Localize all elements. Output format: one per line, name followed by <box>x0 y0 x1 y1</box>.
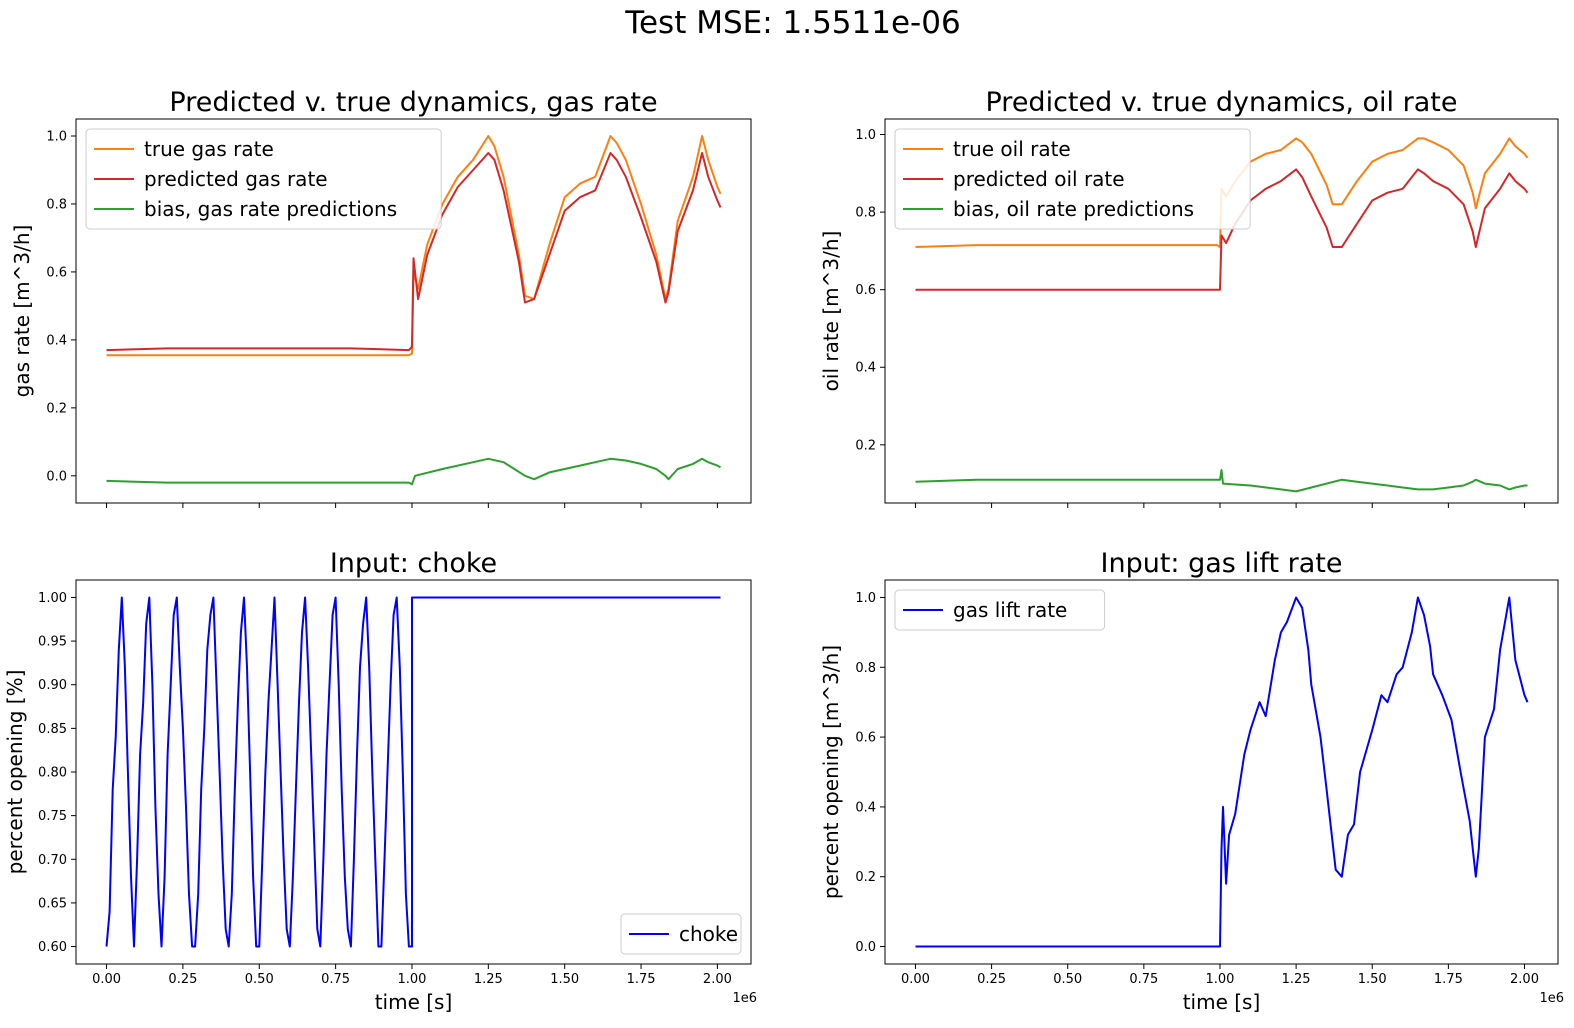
y-tick-label: 0.2 <box>855 438 876 453</box>
series-group <box>915 596 1529 948</box>
legend-label: predicted oil rate <box>953 167 1125 191</box>
y-tick-label: 1.0 <box>855 591 876 606</box>
figure-suptitle: Test MSE: 1.5511e-06 <box>624 5 960 41</box>
y-tick-label: 0.70 <box>38 853 67 868</box>
legend-label: predicted gas rate <box>144 167 328 191</box>
y-axis-label: percent opening [%] <box>3 670 27 875</box>
x-offset-label: 1e6 <box>732 991 757 1006</box>
legend: gas lift rate <box>894 589 1106 631</box>
series-line-gas-lift-rate <box>915 596 1529 948</box>
axes-frame <box>884 579 1559 965</box>
series-line-choke <box>105 596 721 948</box>
chart-title: Predicted v. true dynamics, gas rate <box>169 87 657 118</box>
y-tick-label: 0.60 <box>38 940 67 955</box>
x-tick-label: 1.25 <box>474 972 503 987</box>
x-axis-label: time [s] <box>1183 990 1261 1014</box>
y-tick-label: 1.0 <box>46 129 67 144</box>
legend-label: bias, oil rate predictions <box>953 197 1194 221</box>
y-tick-label: 0.80 <box>38 766 67 781</box>
chart-title: Input: choke <box>330 548 497 579</box>
axes-frame <box>75 118 752 504</box>
series-group <box>105 596 721 948</box>
y-tick-label: 0.2 <box>855 870 876 885</box>
chart-title: Predicted v. true dynamics, oil rate <box>986 87 1458 118</box>
x-tick-label: 0.75 <box>1129 972 1158 987</box>
x-tick-label: 1.00 <box>1206 972 1235 987</box>
y-tick-label: 1.00 <box>38 591 67 606</box>
y-tick-label: 0.8 <box>855 206 876 221</box>
y-tick-label: 0.6 <box>855 731 876 746</box>
x-tick-label: 0.50 <box>245 972 274 987</box>
legend-label: bias, gas rate predictions <box>144 197 397 221</box>
y-tick-label: 1.0 <box>855 128 876 143</box>
y-tick-label: 0.65 <box>38 896 67 911</box>
y-tick-label: 0.0 <box>855 940 876 955</box>
y-tick-label: 0.8 <box>46 197 67 212</box>
x-tick-label: 1.25 <box>1282 972 1311 987</box>
y-axis-label: gas rate [m^3/h] <box>10 225 34 398</box>
legend: choke <box>620 913 742 955</box>
x-tick-label: 0.25 <box>977 972 1006 987</box>
y-tick-label: 0.8 <box>855 661 876 676</box>
y-tick-label: 0.0 <box>46 469 67 484</box>
legend: true oil rate predicted oil rate bias, oil… <box>894 128 1251 230</box>
series-group <box>106 135 722 486</box>
x-tick-label: 2.00 <box>1510 972 1539 987</box>
y-tick-label: 0.4 <box>46 333 67 348</box>
legend-label: gas lift rate <box>953 598 1067 622</box>
subplot-gaslift: 0.00 0.25 0.50 0.75 1.00 1.25 1.50 1.75 2.00 0.0 0… <box>819 548 1564 1014</box>
y-tick-label: 0.4 <box>855 361 876 376</box>
subplot-gas: 0.0 0.2 0.4 0.6 0.8 1.0 Predicted v. true dyna… <box>10 87 752 508</box>
x-tick-label: 0.75 <box>321 972 350 987</box>
x-tick-label: 1.75 <box>1434 972 1463 987</box>
series-line-predicted-oil-rate <box>915 168 1529 291</box>
subplot-choke: 0.00 0.25 0.50 0.75 1.00 1.25 1.50 1.75 2.00 0.60… <box>3 548 757 1014</box>
legend-label: true oil rate <box>953 137 1071 161</box>
series-line-true-oil-rate <box>915 137 1529 248</box>
x-tick-label: 1.00 <box>397 972 426 987</box>
y-tick-label: 0.75 <box>38 809 67 824</box>
axes-frame <box>884 118 1559 504</box>
subplots: 0.0 0.2 0.4 0.6 0.8 1.0 Predicted v. true dyna… <box>3 87 1564 1014</box>
x-tick-label: 0.25 <box>168 972 197 987</box>
y-tick-label: 0.95 <box>38 635 67 650</box>
series-line-bias-gas-rate-predictions <box>106 457 721 486</box>
x-offset-label: 1e6 <box>1539 991 1564 1006</box>
y-tick-label: 0.2 <box>46 401 67 416</box>
y-axis-label: percent opening [m^3/h] <box>819 645 843 899</box>
y-tick-label: 0.6 <box>46 265 67 280</box>
y-tick-label: 0.4 <box>855 800 876 815</box>
legend-label: true gas rate <box>144 137 274 161</box>
chart-title: Input: gas lift rate <box>1101 548 1343 579</box>
legend-box <box>620 913 742 955</box>
x-tick-label: 1.50 <box>550 972 579 987</box>
series-group <box>915 137 1529 493</box>
x-tick-label: 1.50 <box>1358 972 1387 987</box>
subplot-oil: 0.2 0.4 0.6 0.8 1.0 Predicted v. true dynamic… <box>819 87 1559 508</box>
y-tick-label: 0.90 <box>38 678 67 693</box>
legend-box <box>894 589 1106 631</box>
series-line-predicted-gas-rate <box>106 152 722 352</box>
x-tick-label: 0.50 <box>1053 972 1082 987</box>
x-tick-label: 1.75 <box>627 972 656 987</box>
x-tick-label: 0.00 <box>901 972 930 987</box>
y-tick-label: 0.6 <box>855 283 876 298</box>
x-tick-label: 2.00 <box>703 972 732 987</box>
y-tick-label: 0.85 <box>38 722 67 737</box>
legend-box <box>894 128 1251 230</box>
x-axis-label: time [s] <box>375 990 453 1014</box>
y-axis-label: oil rate [m^3/h] <box>819 231 843 392</box>
legend-label: choke <box>679 922 738 946</box>
x-tick-label: 0.00 <box>92 972 121 987</box>
legend: true gas rate predicted gas rate bias, gas… <box>85 128 442 230</box>
series-line-bias-oil-rate-predictions <box>915 469 1528 493</box>
legend-box <box>85 128 442 230</box>
